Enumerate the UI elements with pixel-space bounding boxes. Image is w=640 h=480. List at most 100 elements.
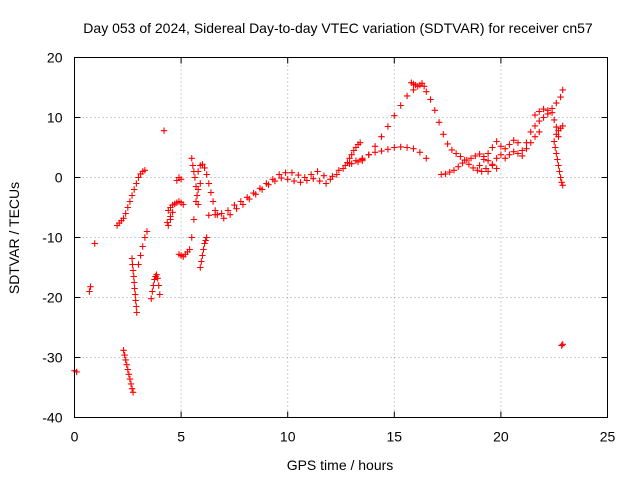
data-point	[143, 228, 151, 235]
series-low-5	[175, 180, 204, 260]
series-cluster-3.8	[148, 271, 163, 302]
data-point	[258, 186, 266, 193]
data-point	[423, 155, 430, 162]
data-point	[397, 102, 404, 109]
y-tick-label: -10	[42, 230, 62, 246]
data-point	[484, 157, 492, 164]
data-point	[431, 107, 439, 114]
data-point	[135, 261, 142, 268]
data-point	[484, 150, 492, 157]
series-rise-15	[359, 86, 417, 164]
data-point	[335, 167, 343, 174]
series-peak-16	[408, 79, 490, 175]
x-tick-label: 5	[177, 429, 185, 445]
x-tick-labels: 0 5 10 15 20 25	[71, 429, 616, 445]
data-point	[131, 285, 138, 292]
data-point	[489, 144, 496, 151]
data-point	[133, 309, 140, 316]
data-point	[130, 273, 137, 280]
data-point	[344, 159, 351, 166]
data-point	[191, 174, 199, 181]
data-point	[151, 276, 158, 283]
data-point	[209, 198, 217, 205]
data-point	[480, 156, 488, 163]
data-point	[359, 157, 366, 164]
data-point	[465, 161, 473, 168]
data-point	[139, 243, 146, 250]
data-point	[180, 201, 187, 208]
series-band-20	[476, 86, 566, 169]
data-point	[135, 174, 142, 181]
data-point	[314, 168, 321, 175]
y-tick-label: 0	[55, 170, 63, 186]
data-point	[423, 88, 430, 95]
data-point	[252, 191, 259, 198]
data-point	[553, 150, 560, 157]
data-point	[198, 258, 205, 265]
data-point	[450, 167, 458, 174]
data-point	[463, 156, 470, 164]
data-point	[497, 143, 505, 150]
data-point	[194, 168, 202, 175]
data-point	[356, 139, 364, 146]
data-point	[551, 138, 558, 145]
data-point	[284, 176, 291, 183]
data-point	[153, 271, 160, 278]
data-point	[201, 240, 208, 247]
data-point	[126, 375, 134, 383]
data-point	[205, 180, 213, 187]
data-point	[531, 111, 539, 119]
y-tick-label: -20	[42, 290, 62, 306]
data-point	[199, 161, 206, 168]
data-point	[410, 145, 417, 152]
data-point	[510, 137, 517, 144]
data-point	[519, 152, 526, 160]
data-point	[124, 366, 131, 373]
data-point	[132, 297, 139, 304]
x-tick-label: 15	[387, 429, 403, 445]
data-point	[212, 211, 219, 218]
data-point	[514, 139, 522, 146]
data-point	[416, 149, 424, 156]
data-point	[501, 155, 509, 162]
data-point	[203, 234, 210, 241]
y-tick-label: 20	[47, 50, 63, 66]
data-point	[128, 255, 136, 262]
data-point	[440, 131, 447, 138]
data-point	[531, 122, 539, 130]
data-point	[403, 144, 411, 151]
data-point	[510, 148, 517, 155]
data-point	[493, 155, 500, 162]
data-point	[278, 174, 285, 182]
data-point	[189, 162, 197, 169]
data-point	[127, 380, 135, 388]
data-point	[446, 168, 453, 176]
data-point	[559, 341, 566, 348]
data-point	[348, 151, 355, 158]
data-point	[410, 86, 417, 94]
data-point	[501, 145, 509, 152]
data-point	[442, 170, 449, 178]
data-point	[555, 133, 562, 140]
series-trend-lower	[220, 156, 366, 222]
data-point	[164, 219, 171, 226]
data-point	[527, 139, 534, 146]
data-point	[207, 189, 215, 196]
data-point	[203, 171, 210, 178]
data-point	[420, 83, 428, 90]
data-point	[559, 182, 566, 189]
x-tick-label: 10	[280, 429, 296, 445]
data-points	[71, 79, 566, 396]
series-arc-2-3	[113, 167, 149, 229]
data-point	[87, 283, 94, 290]
data-point	[555, 162, 562, 169]
y-tick-label: -40	[42, 410, 62, 426]
data-point	[188, 155, 195, 162]
data-point	[295, 171, 302, 179]
data-point	[154, 275, 161, 282]
data-point	[371, 149, 379, 156]
data-point	[239, 201, 247, 208]
data-point	[455, 163, 462, 170]
data-point	[233, 205, 240, 212]
data-point	[130, 279, 138, 286]
